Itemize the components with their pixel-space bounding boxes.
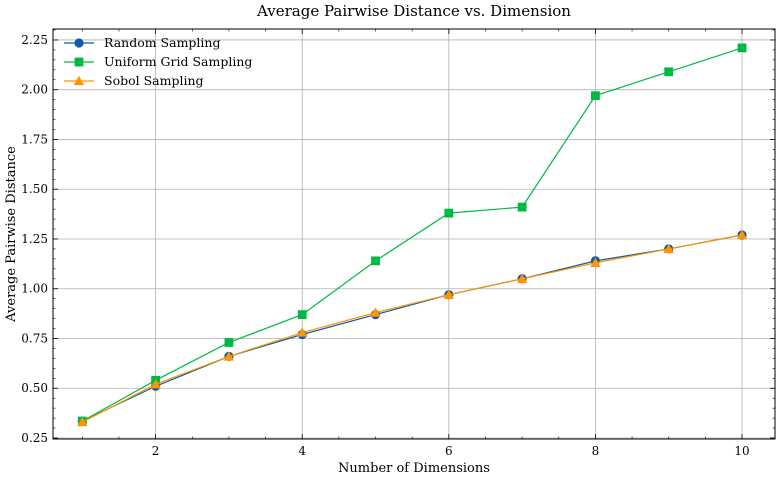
plot-frame: [52, 28, 776, 440]
x-tick-label: 4: [298, 444, 306, 458]
legend: Random Sampling Uniform Grid Sampling Sobo…: [64, 35, 252, 88]
data-point-sobol-sampling: [77, 416, 88, 427]
x-tick-label: 10: [734, 444, 749, 458]
x-tick-label: 8: [592, 444, 600, 458]
legend-label: Sobol Sampling: [104, 73, 204, 88]
data-point-sobol-sampling: [297, 327, 308, 337]
y-tick-label: 2.00: [21, 83, 48, 97]
series-line-sobol-sampling: [82, 234, 743, 423]
y-tick-label: 1.25: [21, 232, 48, 246]
data-point-uniform-grid-sampling: [737, 43, 747, 53]
legend-marker: [74, 38, 84, 48]
legend-label: Uniform Grid Sampling: [104, 54, 252, 69]
grid: [53, 29, 775, 439]
y-tick-label: 0.75: [21, 331, 48, 345]
legend-item-uniform-grid-sampling: Uniform Grid Sampling: [64, 54, 252, 69]
data-point-uniform-grid-sampling: [664, 67, 674, 77]
data-point-sobol-sampling: [370, 307, 381, 317]
series-layer: [77, 43, 748, 427]
data-point-uniform-grid-sampling: [371, 256, 380, 266]
data-point-sobol-sampling: [663, 243, 674, 254]
x-axis-title: Number of Dimensions: [338, 461, 490, 476]
legend-item-sobol-sampling: Sobol Sampling: [64, 73, 204, 88]
y-tick-label: 0.50: [21, 381, 48, 395]
y-axis-title: Average Pairwise Distance: [4, 146, 19, 323]
legend-item-random-sampling: Random Sampling: [64, 35, 220, 50]
y-tick-label: 1.75: [21, 132, 48, 146]
legend-label: Random Sampling: [104, 35, 220, 50]
legend-marker: [73, 75, 85, 86]
y-tick-label: 0.25: [21, 431, 48, 445]
data-point-sobol-sampling: [443, 289, 455, 299]
data-point-uniform-grid-sampling: [297, 310, 307, 320]
series-sobol-sampling: [77, 229, 748, 427]
data-point-sobol-sampling: [590, 257, 601, 268]
axis-ticks: 2 4 6 8 10 0.25 0.50 0.75 1.00 1.25 1.50 1.75 2.00 2.…: [21, 29, 775, 458]
x-tick-label: 6: [445, 444, 453, 458]
data-point-uniform-grid-sampling: [444, 208, 454, 218]
y-tick-label: 1.50: [21, 182, 48, 196]
x-tick-label: 2: [152, 444, 160, 458]
chart-title: Average Pairwise Distance vs. Dimension: [256, 2, 571, 20]
series-uniform-grid-sampling: [77, 43, 747, 426]
series-line-random-sampling: [82, 234, 743, 422]
data-point-sobol-sampling: [736, 229, 748, 240]
data-point-uniform-grid-sampling: [517, 202, 527, 212]
data-point-sobol-sampling: [223, 351, 235, 361]
data-point-sobol-sampling: [150, 379, 161, 389]
y-tick-label: 1.00: [21, 282, 48, 296]
series-random-sampling: [77, 230, 747, 426]
data-point-sobol-sampling: [516, 273, 528, 283]
legend-marker: [74, 57, 84, 67]
data-point-uniform-grid-sampling: [591, 91, 600, 101]
data-point-uniform-grid-sampling: [224, 338, 234, 347]
series-line-uniform-grid-sampling: [82, 47, 743, 422]
y-tick-label: 2.25: [21, 33, 48, 47]
